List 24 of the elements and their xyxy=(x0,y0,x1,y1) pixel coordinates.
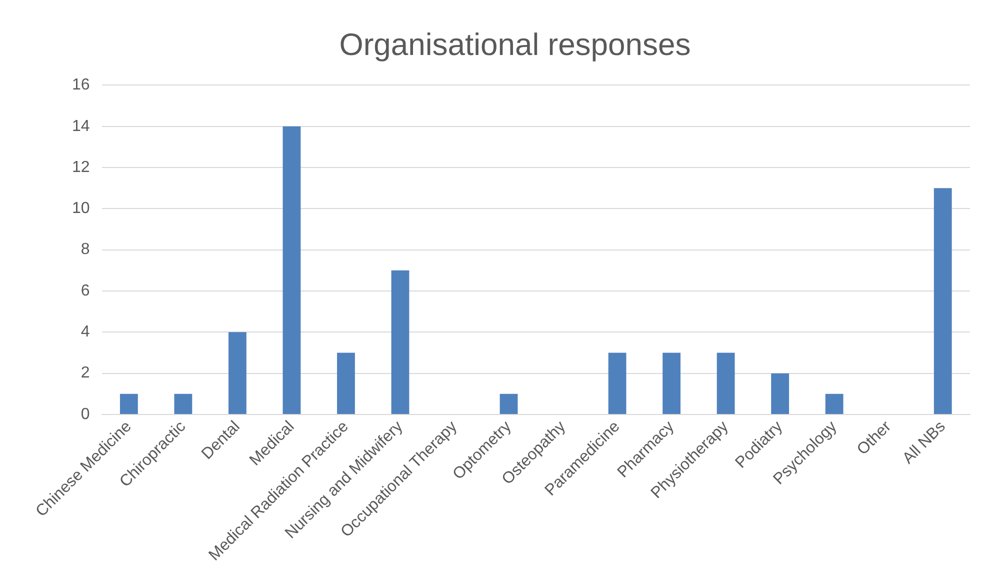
y-tick-label: 6 xyxy=(80,282,90,300)
bar xyxy=(825,394,844,414)
bar xyxy=(934,188,952,414)
y-tick-label: 16 xyxy=(72,76,90,94)
bar xyxy=(771,373,790,414)
y-tick-label: 0 xyxy=(80,406,90,423)
y-tick-label: 12 xyxy=(72,158,90,176)
bar xyxy=(174,394,192,414)
bar xyxy=(282,126,301,414)
bar xyxy=(608,352,626,414)
bar xyxy=(120,394,138,414)
bar xyxy=(391,270,410,414)
y-tick-label: 10 xyxy=(72,200,90,218)
y-tick-label: 2 xyxy=(80,364,90,382)
bar xyxy=(716,352,735,414)
y-tick-label: 4 xyxy=(80,324,90,341)
y-tick-label: 8 xyxy=(80,241,90,258)
chart-title: Organisational responses xyxy=(339,27,691,62)
bar xyxy=(228,332,246,414)
bar xyxy=(337,352,355,414)
y-tick-label: 14 xyxy=(72,118,90,135)
bar xyxy=(662,352,681,414)
x-tick-label: All NBs xyxy=(900,418,949,468)
bar xyxy=(500,394,518,414)
